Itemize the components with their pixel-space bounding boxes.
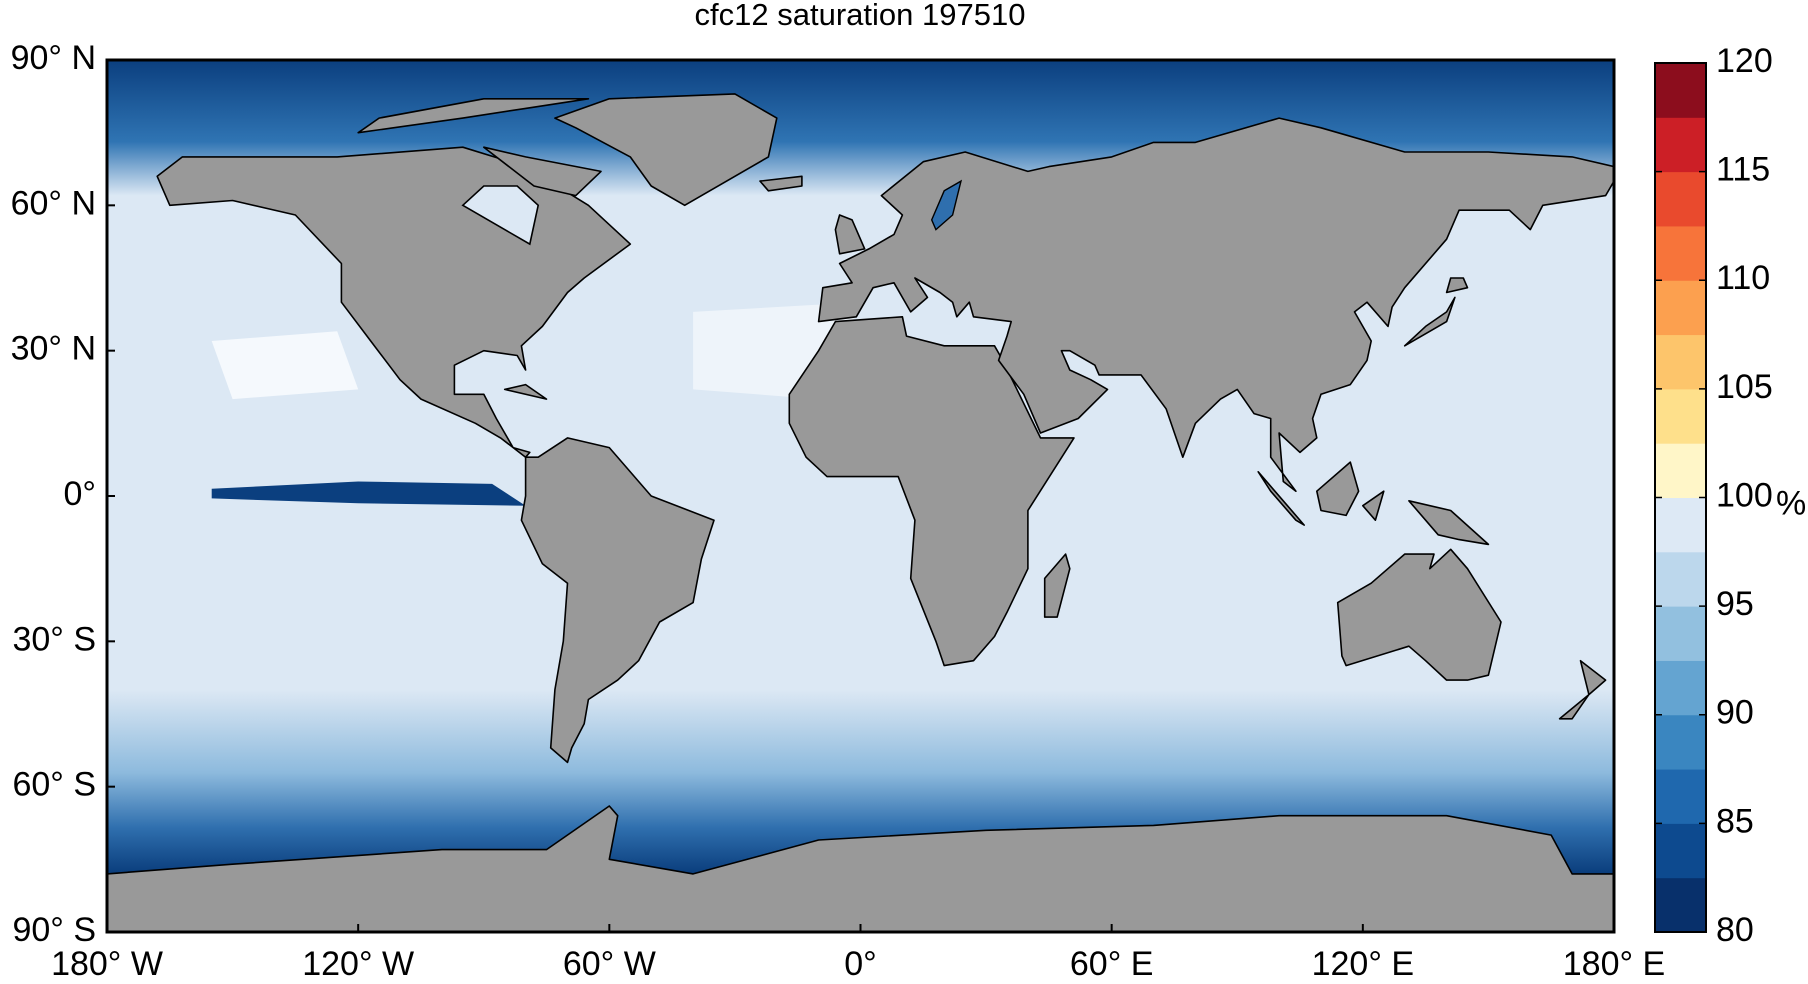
land [1316,461,1360,517]
colorbar-band [1655,551,1706,607]
colorbar: 80 85 90 95 100 105 110 115 120% [1654,42,1806,949]
colorbar-band [1655,225,1706,281]
x-tick-label: 120° W [302,945,414,983]
y-tick-label: 0° [63,475,96,513]
colorbar-band [1655,606,1706,661]
colorbar-tick-label: 105 [1716,368,1773,406]
colorbar-band [1655,497,1706,553]
colorbar-tick-label: 90 [1716,694,1754,732]
x-tick-label: 60° W [563,945,656,983]
y-tick-label: 60° N [11,184,96,222]
x-tick-label: 120° E [1312,945,1414,983]
land [817,117,1614,493]
colorbar-band [1655,443,1706,498]
land [834,214,866,255]
equatorial-band [211,481,526,506]
colorbar-tick-label: 120 [1716,42,1773,80]
x-tick-label: 180° E [1563,945,1665,983]
land [1043,553,1071,618]
y-tick-label: 90° N [11,39,96,77]
colorbar-band [1655,823,1706,879]
colorbar-band [1655,171,1706,227]
land [1257,470,1305,526]
colorbar-band [1655,63,1706,118]
colorbar-tick-label: 100 [1716,476,1773,514]
land [1558,659,1607,720]
baltic-sea [930,179,963,231]
land [503,383,548,400]
colorbar-tick-label: 110 [1716,259,1770,297]
map [107,60,1614,932]
colorbar-band [1655,769,1706,824]
land [1408,499,1490,546]
colorbar-band [1655,117,1706,173]
white-patch [211,331,359,400]
land [482,146,602,197]
colorbar-band [1655,714,1706,770]
y-tick-label: 60° S [12,766,96,804]
hudson-bay [461,185,540,246]
land [357,98,590,134]
colorbar-tick-label: 85 [1716,802,1754,840]
colorbar-band [1655,280,1706,336]
colorbar-band [1655,388,1706,444]
y-tick-label: 30° N [11,330,96,368]
x-tick-label: 0° [844,945,877,983]
colorbar-band [1655,334,1706,390]
land [1362,490,1385,522]
land [520,437,715,764]
colorbar-tick-label: 95 [1716,585,1754,623]
land [1445,277,1469,294]
land [1336,548,1502,681]
colorbar-band [1655,660,1706,716]
colorbar-band [1655,877,1706,933]
colorbar-tick-label: 80 [1716,911,1754,949]
x-tick-label: 60° E [1070,945,1154,983]
land [1403,296,1456,347]
land [107,805,1614,932]
colorbar-label: % [1776,484,1806,522]
land [759,175,803,192]
colorbar-tick-label: 115 [1716,151,1770,189]
y-tick-label: 30° S [12,620,96,658]
land [554,93,778,207]
chart-title: cfc12 saturation 197510 [695,0,1026,32]
land [788,315,1075,667]
x-tick-label: 180° W [51,945,163,983]
y-tick-label: 90° S [12,911,96,949]
